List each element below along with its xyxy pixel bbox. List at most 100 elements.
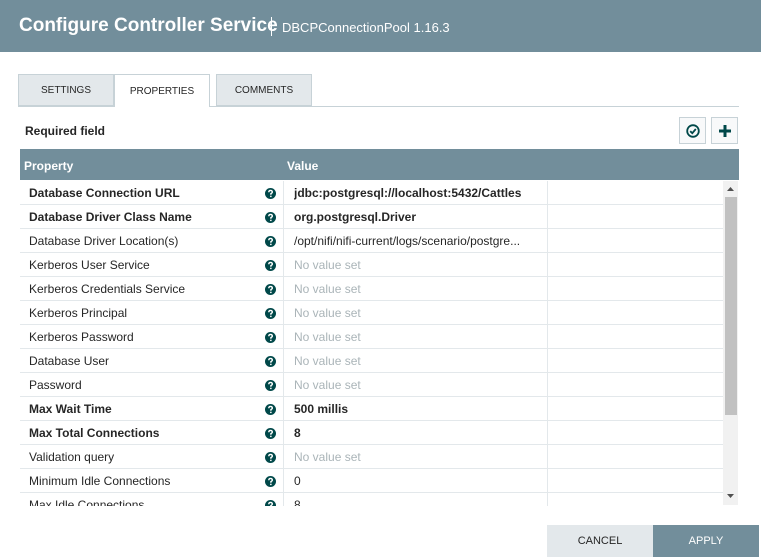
help-icon[interactable] bbox=[265, 356, 276, 367]
tab[interactable]: SETTINGS bbox=[18, 74, 114, 106]
separator bbox=[271, 17, 272, 36]
table-row[interactable]: Database User No value set bbox=[20, 349, 723, 373]
cell-divider bbox=[283, 301, 284, 325]
property-value[interactable]: No value set bbox=[294, 354, 361, 368]
help-icon[interactable] bbox=[265, 212, 276, 223]
cancel-button[interactable]: CANCEL bbox=[547, 525, 653, 557]
cell-divider bbox=[283, 277, 284, 301]
cell-divider bbox=[547, 373, 548, 397]
help-icon[interactable] bbox=[265, 452, 276, 463]
table-row[interactable]: Validation query No value set bbox=[20, 445, 723, 469]
table-row[interactable]: Kerberos Principal No value set bbox=[20, 301, 723, 325]
subtitle: DBCPConnectionPool 1.16.3 bbox=[282, 20, 450, 35]
property-value[interactable]: org.postgresql.Driver bbox=[294, 210, 417, 224]
scroll-down[interactable] bbox=[726, 492, 735, 500]
cell-divider bbox=[547, 493, 548, 506]
cell-divider bbox=[547, 469, 548, 493]
cell-divider bbox=[283, 253, 284, 277]
apply-button[interactable]: APPLY bbox=[653, 525, 759, 557]
cell-divider bbox=[283, 445, 284, 469]
help-icon[interactable] bbox=[265, 332, 276, 343]
help-icon[interactable] bbox=[265, 188, 276, 199]
cell-divider bbox=[283, 421, 284, 445]
property-value[interactable]: No value set bbox=[294, 306, 361, 320]
cell-divider bbox=[547, 277, 548, 301]
help-icon[interactable] bbox=[265, 308, 276, 319]
help-icon[interactable] bbox=[265, 500, 276, 506]
property-value[interactable]: No value set bbox=[294, 378, 361, 392]
table-row[interactable]: Minimum Idle Connections 0 bbox=[20, 469, 723, 493]
property-name: Kerberos User Service bbox=[29, 258, 150, 272]
help-icon[interactable] bbox=[265, 476, 276, 487]
property-value[interactable]: No value set bbox=[294, 282, 361, 296]
cell-divider bbox=[547, 301, 548, 325]
table-row[interactable]: Max Idle Connections 8 bbox=[20, 493, 723, 506]
table-row[interactable]: Kerberos User Service No value set bbox=[20, 253, 723, 277]
table-body: Database Connection URL jdbc:postgresql:/… bbox=[20, 181, 723, 506]
cell-divider bbox=[283, 397, 284, 421]
cell-divider bbox=[547, 229, 548, 253]
table-row[interactable]: Password No value set bbox=[20, 373, 723, 397]
column-header: Property bbox=[24, 159, 74, 173]
cell-divider bbox=[283, 493, 284, 506]
table-row[interactable]: Database Connection URL jdbc:postgresql:/… bbox=[20, 181, 723, 205]
scroll-thumb[interactable] bbox=[725, 197, 737, 415]
tab[interactable]: PROPERTIES bbox=[114, 74, 210, 107]
tab[interactable]: COMMENTS bbox=[216, 74, 312, 106]
cell-divider bbox=[283, 181, 284, 205]
help-icon[interactable] bbox=[265, 260, 276, 271]
scroll-up[interactable] bbox=[726, 185, 735, 193]
table-row[interactable]: Database Driver Class Name org.postgresql… bbox=[20, 205, 723, 229]
header bbox=[0, 0, 761, 52]
property-value[interactable]: No value set bbox=[294, 450, 361, 464]
add-button[interactable] bbox=[711, 117, 738, 144]
property-name: Database Driver Location(s) bbox=[29, 234, 179, 248]
title: Configure Controller Service bbox=[19, 15, 278, 36]
cell-divider bbox=[547, 253, 548, 277]
property-value[interactable]: /opt/nifi/nifi-current/logs/scenario/pos… bbox=[294, 234, 521, 248]
table-header: Property Value bbox=[20, 149, 739, 180]
property-name: Max Wait Time bbox=[29, 402, 112, 416]
help-icon[interactable] bbox=[265, 428, 276, 439]
property-value[interactable]: 500 millis bbox=[294, 402, 349, 416]
property-value[interactable]: No value set bbox=[294, 330, 361, 344]
cell-divider bbox=[547, 445, 548, 469]
property-value[interactable]: 8 bbox=[294, 426, 301, 440]
verify-button[interactable] bbox=[679, 117, 706, 144]
cell-divider bbox=[283, 229, 284, 253]
column-header: Value bbox=[287, 159, 319, 173]
property-value[interactable]: 0 bbox=[294, 474, 301, 488]
property-name: Validation query bbox=[29, 450, 115, 464]
cell-divider bbox=[283, 205, 284, 229]
help-icon[interactable] bbox=[265, 404, 276, 415]
property-name: Max Idle Connections bbox=[29, 498, 145, 506]
property-name: Max Total Connections bbox=[29, 426, 160, 440]
table-row[interactable]: Max Wait Time 500 millis bbox=[20, 397, 723, 421]
property-name: Password bbox=[29, 378, 82, 392]
table-row[interactable]: Kerberos Password No value set bbox=[20, 325, 723, 349]
cell-divider bbox=[547, 349, 548, 373]
help-icon[interactable] bbox=[265, 284, 276, 295]
cell-divider bbox=[547, 421, 548, 445]
table-row[interactable]: Kerberos Credentials Service No value set bbox=[20, 277, 723, 301]
property-name: Kerberos Password bbox=[29, 330, 134, 344]
check-icon bbox=[685, 123, 700, 138]
property-value[interactable]: jdbc:postgresql://localhost:5432/Cattles bbox=[294, 186, 522, 200]
property-name: Database Connection URL bbox=[29, 186, 180, 200]
required-label: Required field bbox=[25, 124, 106, 138]
property-value[interactable]: 8 bbox=[294, 498, 301, 506]
table-row[interactable]: Max Total Connections 8 bbox=[20, 421, 723, 445]
cell-divider bbox=[283, 373, 284, 397]
property-value[interactable]: No value set bbox=[294, 258, 361, 272]
cell-divider bbox=[283, 469, 284, 493]
cell-divider bbox=[547, 181, 548, 205]
help-icon[interactable] bbox=[265, 236, 276, 247]
plus-icon bbox=[718, 124, 731, 137]
cell-divider bbox=[547, 325, 548, 349]
cell-divider bbox=[547, 205, 548, 229]
cell-divider bbox=[283, 325, 284, 349]
property-name: Database User bbox=[29, 354, 110, 368]
help-icon[interactable] bbox=[265, 380, 276, 391]
table-row[interactable]: Database Driver Location(s) /opt/nifi/nif… bbox=[20, 229, 723, 253]
